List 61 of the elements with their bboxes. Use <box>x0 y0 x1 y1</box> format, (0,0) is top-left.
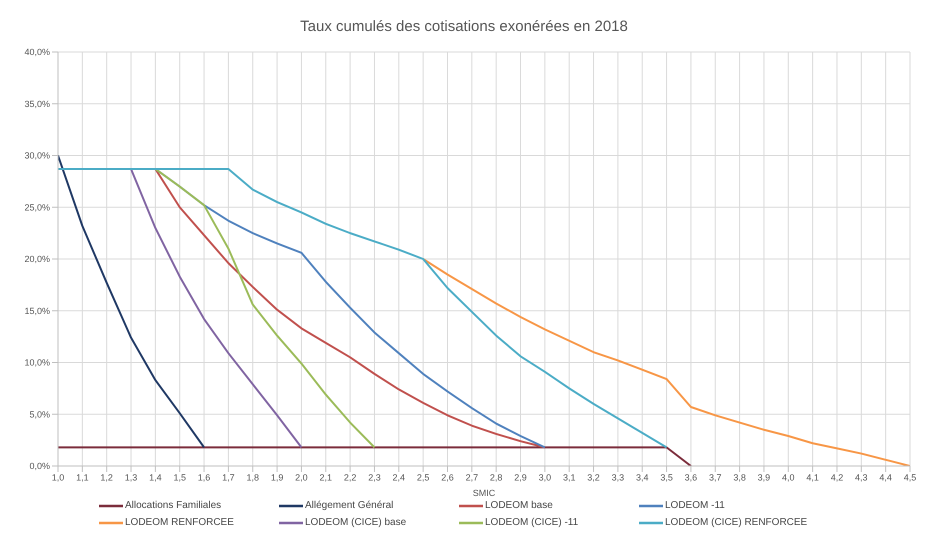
x-tick-label: 3,5 <box>660 472 673 482</box>
x-tick-label: 4,2 <box>830 472 844 482</box>
x-tick-label: 2,6 <box>441 472 454 482</box>
legend-label: LODEOM (CICE) -11 <box>485 517 578 528</box>
x-tick-label: 1,7 <box>222 472 235 482</box>
legend-label: LODEOM RENFORCEE <box>125 517 234 528</box>
y-tick-label: 35,0% <box>24 98 50 109</box>
x-tick-label: 2,4 <box>392 472 406 482</box>
x-tick-label: 1,6 <box>198 472 210 482</box>
x-tick-label: 3,4 <box>636 472 648 482</box>
x-tick-label: 3,2 <box>587 472 600 482</box>
x-tick-label: 2,9 <box>514 472 527 482</box>
y-tick-label: 40,0% <box>24 47 50 58</box>
x-tick-label: 3,1 <box>562 472 576 482</box>
y-tick-label: 10,0% <box>24 358 50 368</box>
legend-label: LODEOM (CICE) RENFORCEE <box>665 517 808 528</box>
x-tick-label: 1,2 <box>100 472 113 482</box>
x-tick-label: 2,2 <box>344 472 356 482</box>
y-tick-label: 5,0% <box>29 409 50 420</box>
x-tick-label: 1,5 <box>173 472 186 482</box>
legend-label: Allocations Familiales <box>125 500 222 511</box>
x-tick-label: 3,9 <box>758 472 770 482</box>
x-tick-label: 1,3 <box>124 472 138 482</box>
line-series <box>58 168 668 448</box>
x-tick-label: 4,1 <box>806 472 819 482</box>
x-tick-label: 2,1 <box>320 472 332 482</box>
x-tick-label: 4,3 <box>855 472 868 482</box>
x-tick-label: 1,9 <box>270 472 284 482</box>
y-tick-label: 0,0% <box>29 461 50 472</box>
x-tick-label: 4,4 <box>879 472 892 482</box>
x-tick-label: 1,0 <box>52 472 64 482</box>
line-series <box>154 168 546 448</box>
legend-label: LODEOM -11 <box>665 500 725 511</box>
x-tick-label: 4,5 <box>904 472 916 482</box>
line-series <box>130 168 302 448</box>
x-tick-label: 1,1 <box>76 472 89 482</box>
x-tick-label: 3,0 <box>538 472 552 482</box>
line-series <box>58 154 206 448</box>
x-tick-label: 2,7 <box>466 472 478 482</box>
x-tick-label: 2,5 <box>416 472 430 482</box>
y-tick-label: 30,0% <box>24 150 50 161</box>
x-axis-title: SMIC <box>472 488 496 498</box>
x-tick-label: 3,8 <box>733 472 746 482</box>
legend-label: LODEOM (CICE) base <box>305 517 406 528</box>
x-tick-label: 1,8 <box>246 472 259 482</box>
chart-title: Taux cumulés des cotisations exonérées en 2018 <box>299 17 629 37</box>
y-tick-label: 20,0% <box>24 254 50 264</box>
y-tick-label: 25,0% <box>24 202 50 212</box>
x-tick-label: 3,6 <box>684 472 698 482</box>
legend-label: Allégement Général <box>305 500 394 511</box>
legend-label: LODEOM base <box>485 500 553 511</box>
x-tick-label: 4,0 <box>782 472 795 482</box>
x-tick-label: 1,4 <box>149 472 162 482</box>
x-tick-label: 3,3 <box>612 472 624 482</box>
y-tick-label: 15,0% <box>24 306 50 316</box>
line-series <box>154 168 376 448</box>
x-tick-label: 2,3 <box>368 472 381 482</box>
x-tick-label: 2,8 <box>490 472 502 482</box>
x-tick-label: 3,7 <box>709 472 722 482</box>
x-tick-label: 2,0 <box>295 472 308 482</box>
line-series <box>422 258 910 466</box>
